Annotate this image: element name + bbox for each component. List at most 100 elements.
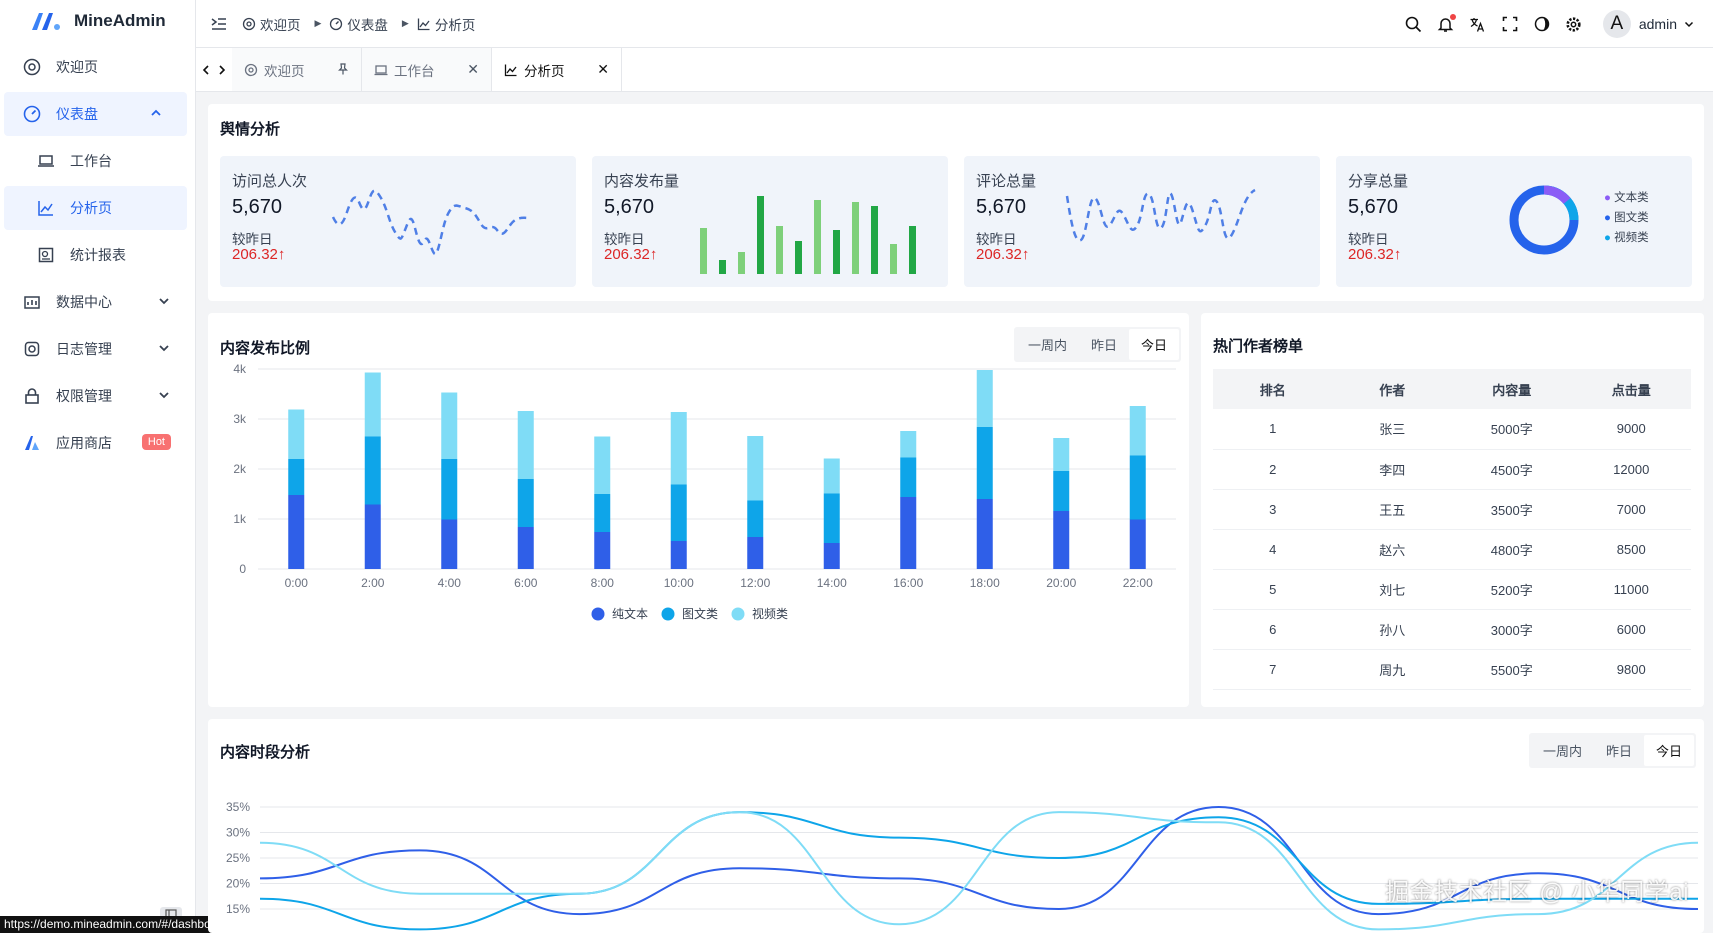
tab-welcome[interactable]: 欢迎页 — [232, 48, 362, 91]
table-cell: 4 — [1213, 529, 1333, 570]
avatar: A — [1602, 10, 1631, 38]
segment-yesterday[interactable]: 昨日 — [1605, 744, 1632, 759]
fullscreen-icon[interactable] — [1501, 15, 1519, 33]
app-store-icon — [22, 433, 42, 453]
table-cell: 4800字 — [1452, 529, 1572, 570]
breadcrumb: 欢迎页 ▶ 仪表盘 ▶ 分析页 — [196, 14, 481, 34]
sidebar-item-dashboard[interactable]: 仪表盘 — [4, 92, 187, 136]
segment-week[interactable]: 一周内 — [1027, 338, 1067, 353]
table-cell: 1 — [1213, 409, 1333, 450]
x-tick-label: 8:00 — [591, 576, 615, 590]
menu-fold-icon[interactable] — [210, 15, 228, 33]
close-icon[interactable]: ✕ — [597, 61, 609, 77]
mini-bar — [738, 252, 745, 274]
bell-icon[interactable] — [1437, 14, 1456, 33]
laptop-icon — [374, 63, 388, 77]
bar-segment — [747, 537, 764, 569]
sidebar-item-workbench[interactable]: 工作台 — [0, 139, 195, 183]
sidebar-item-logs[interactable]: 日志管理 — [0, 327, 195, 371]
comments-sparkline — [1065, 188, 1256, 242]
translate-icon[interactable] — [1469, 15, 1487, 33]
y-tick-label: 20% — [226, 877, 250, 891]
dashboard-icon — [22, 104, 42, 124]
tab-bar: 欢迎页 工作台 ✕ 分析页 ✕ — [196, 48, 1713, 92]
breadcrumb-item-welcome[interactable]: 欢迎页 — [242, 14, 301, 34]
table-cell: 5000字 — [1452, 409, 1572, 450]
x-tick-label: 0:00 — [285, 576, 309, 590]
bar-segment — [517, 411, 534, 479]
segment-today[interactable]: 今日 — [1128, 329, 1179, 360]
chevron-right-icon[interactable] — [217, 64, 227, 76]
stat-label: 内容发布量 — [604, 173, 680, 190]
bar-segment — [670, 541, 687, 569]
close-icon[interactable]: ✕ — [467, 61, 479, 77]
tab-analysis[interactable]: 分析页 ✕ — [492, 48, 622, 91]
sidebar-item-reports[interactable]: 统计报表 — [0, 233, 195, 277]
welcome-icon — [244, 63, 258, 77]
bar-segment — [823, 493, 840, 543]
bar-segment — [1053, 511, 1070, 569]
sidebar-item-analysis[interactable]: 分析页 — [4, 186, 187, 230]
bar-segment — [900, 431, 917, 458]
stat-card-comments: 评论总量 5,670 较昨日 206.32↑ — [964, 156, 1320, 287]
segment-week[interactable]: 一周内 — [1542, 744, 1582, 759]
table-cell: 11000 — [1571, 569, 1691, 610]
table-row: 7 周九 5500字 9800 — [1213, 649, 1691, 690]
series-line — [259, 811, 1698, 931]
chevron-left-icon[interactable] — [201, 64, 211, 76]
table-cell: 7000 — [1571, 489, 1691, 530]
mini-bar — [719, 260, 726, 274]
segment-yesterday[interactable]: 昨日 — [1090, 338, 1117, 353]
stat-compare: 较昨日 — [604, 232, 645, 247]
theme-icon[interactable] — [1533, 15, 1551, 33]
table-cell: 3000字 — [1452, 609, 1572, 650]
settings-icon[interactable] — [1565, 15, 1583, 33]
sidebar-item-app-store[interactable]: 应用商店 Hot — [0, 421, 195, 465]
bar-segment — [747, 500, 764, 537]
column-header: 作者 — [1332, 369, 1452, 409]
table-cell: 5 — [1213, 569, 1333, 610]
table-cell: 王五 — [1332, 489, 1452, 530]
mini-bar — [795, 241, 802, 274]
breadcrumb-item-analysis[interactable]: 分析页 — [417, 14, 475, 34]
sidebar-item-welcome[interactable]: 欢迎页 — [0, 45, 195, 89]
table-cell: 3500字 — [1452, 489, 1572, 530]
search-icon[interactable] — [1405, 15, 1423, 33]
topbar: 欢迎页 ▶ 仪表盘 ▶ 分析页 A admin — [196, 0, 1713, 48]
chevron-down-icon — [1684, 21, 1694, 28]
welcome-icon — [242, 17, 256, 30]
arrow-up-icon: ↑ — [277, 246, 286, 263]
arrow-up-icon: ↑ — [649, 246, 658, 263]
sidebar-item-data-center[interactable]: 数据中心 — [0, 280, 195, 324]
tab-label: 分析页 — [524, 63, 565, 79]
table-row: 1 张三 5000字 9000 — [1213, 409, 1691, 450]
mini-bar — [890, 244, 897, 274]
user-menu[interactable]: A admin — [1602, 10, 1695, 38]
bar-segment — [1053, 471, 1070, 511]
donut-arc-text — [1543, 185, 1571, 205]
breadcrumb-item-dashboard[interactable]: 仪表盘 — [329, 14, 388, 34]
bar-segment — [288, 459, 305, 495]
table-row: 2 李四 4500字 12000 — [1213, 449, 1691, 490]
bar-segment — [900, 457, 917, 497]
table-header-row: 排名 作者 内容量 点击量 — [1213, 369, 1691, 409]
breadcrumb-separator-icon: ▶ — [314, 18, 322, 28]
pin-icon[interactable] — [337, 62, 349, 78]
ranking-table: 排名 作者 内容量 点击量 1 张三 5000字 9000 2 李四 4500字 12000 3… — [1213, 369, 1691, 690]
sidebar-item-permissions[interactable]: 权限管理 — [0, 374, 195, 418]
bar-segment — [594, 532, 611, 569]
hot-badge: Hot — [141, 434, 171, 450]
report-icon — [36, 245, 56, 265]
tab-workbench[interactable]: 工作台 ✕ — [362, 48, 492, 91]
logo[interactable]: MineAdmin — [0, 0, 195, 42]
sidebar-item-label: 应用商店 — [56, 435, 112, 451]
bar-segment — [976, 499, 993, 569]
publish-bar-sparkline — [700, 196, 916, 274]
x-tick-label: 18:00 — [970, 576, 1000, 590]
legend-marker — [731, 607, 745, 621]
bar-segment — [900, 497, 917, 569]
chevron-down-icon — [159, 345, 169, 352]
period-selector: 一周内 昨日 今日 — [1528, 733, 1696, 768]
segment-today[interactable]: 今日 — [1643, 735, 1694, 766]
stat-value: 5,670 — [1348, 196, 1399, 218]
